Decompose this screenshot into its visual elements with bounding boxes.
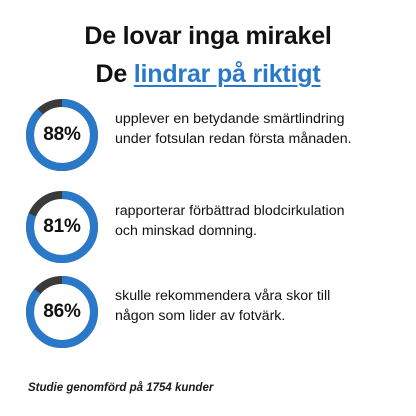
stat-description: rapporterar förbättrad blodcirkulation o… bbox=[115, 201, 405, 241]
stat-item: 86% skulle rekommendera våra skor till n… bbox=[24, 274, 394, 350]
page-subtitle: De lindrar på riktigt bbox=[0, 58, 416, 90]
progress-ring-fill bbox=[26, 276, 98, 348]
progress-ring-graphic bbox=[26, 191, 98, 263]
stat-description-line: någon som lider av fotvärk. bbox=[115, 308, 286, 324]
stat-description-line: rapporterar förbättrad blodcirkulation bbox=[115, 203, 345, 219]
progress-ring-fill bbox=[26, 99, 98, 171]
progress-ring-graphic bbox=[26, 276, 98, 348]
subtitle-prefix: De bbox=[95, 60, 134, 88]
stat-description: upplever en betydande smärtlindring unde… bbox=[115, 109, 405, 149]
progress-ring-fill bbox=[26, 191, 98, 263]
stat-percentage: 88% bbox=[43, 124, 81, 145]
header: De lovar inga mirakel De lindrar på rikt… bbox=[0, 20, 416, 90]
stat-description-line: under fotsulan redan första månaden. bbox=[115, 131, 352, 147]
stat-percentage: 81% bbox=[43, 216, 81, 237]
page-title: De lovar inga mirakel bbox=[84, 22, 332, 50]
stat-item: 81% rapporterar förbättrad blodcirkulati… bbox=[24, 189, 394, 265]
progress-ring-graphic bbox=[26, 99, 98, 171]
footnote: Studie genomförd på 1754 kunder bbox=[28, 382, 214, 394]
stat-description-line: skulle rekommendera våra skor till bbox=[115, 288, 331, 304]
subtitle-highlight: lindrar på riktigt bbox=[133, 60, 321, 88]
stat-description-line: och minskad domning. bbox=[115, 223, 257, 239]
stat-percentage: 86% bbox=[43, 301, 81, 322]
stat-item: 88% upplever en betydande smärtlindring … bbox=[24, 97, 394, 173]
progress-ring bbox=[24, 97, 100, 173]
progress-ring bbox=[24, 274, 100, 350]
stat-description-line: upplever en betydande smärtlindring bbox=[115, 111, 345, 127]
stat-description: skulle rekommendera våra skor till någon… bbox=[115, 286, 405, 326]
progress-ring bbox=[24, 189, 100, 265]
